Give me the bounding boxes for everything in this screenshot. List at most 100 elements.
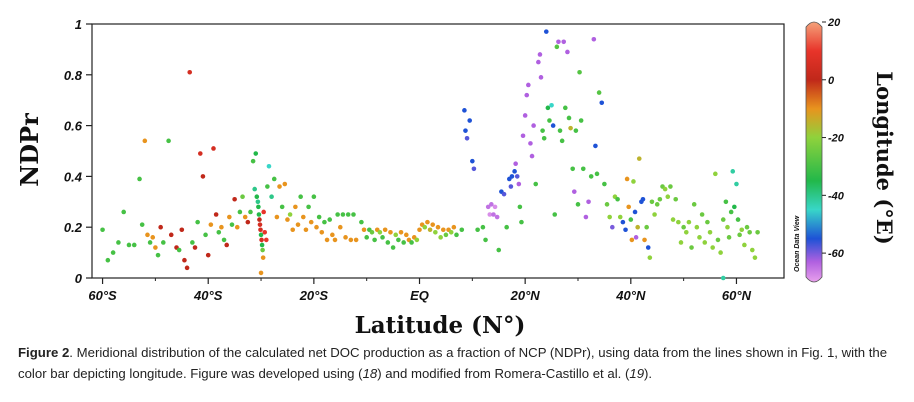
data-point bbox=[308, 219, 314, 225]
data-point bbox=[306, 204, 311, 210]
data-point bbox=[586, 199, 591, 205]
data-point bbox=[730, 169, 736, 174]
data-point bbox=[438, 235, 443, 240]
data-point bbox=[195, 219, 200, 225]
data-point bbox=[265, 184, 270, 189]
caption-end: ). bbox=[644, 366, 653, 381]
x-axis-title: Latitude (N°) bbox=[355, 312, 526, 339]
data-point bbox=[550, 123, 556, 128]
data-point bbox=[726, 235, 732, 240]
x-tick-label: 40°S bbox=[193, 288, 223, 303]
data-point bbox=[514, 174, 520, 179]
data-point bbox=[657, 196, 663, 202]
data-point bbox=[735, 217, 741, 222]
data-point bbox=[647, 255, 653, 260]
data-point bbox=[624, 176, 630, 182]
data-point bbox=[491, 212, 496, 217]
data-point bbox=[686, 219, 692, 225]
data-point bbox=[475, 227, 480, 233]
data-point bbox=[702, 240, 708, 245]
data-point bbox=[153, 245, 158, 250]
data-point bbox=[728, 209, 734, 215]
data-point bbox=[632, 209, 638, 215]
data-point bbox=[298, 194, 303, 200]
data-point bbox=[573, 128, 579, 133]
x-tick-label: EQ bbox=[410, 288, 429, 303]
y-tick-label: 1 bbox=[75, 17, 82, 32]
data-point bbox=[372, 237, 377, 243]
data-point bbox=[559, 138, 565, 144]
colorbar-tick-label: -60 bbox=[828, 248, 845, 260]
data-point bbox=[359, 219, 364, 225]
data-point bbox=[571, 189, 577, 194]
data-point bbox=[547, 118, 552, 123]
data-point bbox=[747, 229, 752, 235]
data-point bbox=[496, 247, 502, 253]
data-point bbox=[636, 156, 642, 161]
data-point bbox=[213, 212, 219, 217]
data-point bbox=[707, 229, 713, 235]
data-point bbox=[610, 224, 615, 230]
data-point bbox=[489, 202, 494, 207]
y-tick-label: 0.2 bbox=[64, 220, 83, 235]
data-point bbox=[274, 214, 280, 220]
data-point bbox=[179, 227, 185, 233]
data-point bbox=[617, 214, 623, 220]
data-point bbox=[227, 214, 232, 220]
chart: 00.20.40.60.81 60°S 40°S 20°S EQ 20°N 40°N 60°… bbox=[15, 17, 897, 339]
data-point bbox=[259, 242, 265, 248]
data-point bbox=[594, 171, 600, 177]
data-point bbox=[155, 252, 161, 258]
data-point bbox=[264, 237, 269, 243]
data-point bbox=[269, 194, 274, 200]
data-point bbox=[538, 75, 544, 80]
data-point bbox=[725, 224, 730, 230]
data-point bbox=[311, 194, 317, 200]
data-point bbox=[739, 227, 745, 233]
data-point bbox=[448, 229, 454, 235]
data-point bbox=[254, 194, 260, 200]
data-point bbox=[216, 229, 222, 235]
data-point bbox=[319, 229, 325, 235]
data-point bbox=[245, 219, 251, 225]
data-point bbox=[750, 247, 755, 253]
data-point bbox=[348, 237, 354, 243]
data-point bbox=[678, 240, 684, 245]
data-point bbox=[343, 235, 348, 240]
data-point bbox=[211, 146, 216, 151]
data-point bbox=[662, 186, 668, 192]
data-point bbox=[631, 179, 636, 184]
data-point bbox=[645, 245, 651, 250]
data-point bbox=[279, 204, 285, 210]
data-point bbox=[261, 209, 266, 215]
data-point bbox=[377, 229, 383, 235]
caption-ref-2: 19 bbox=[629, 366, 645, 381]
data-point bbox=[197, 151, 203, 156]
data-point bbox=[699, 212, 705, 217]
data-point bbox=[541, 136, 547, 141]
data-point bbox=[463, 128, 468, 133]
data-point bbox=[401, 240, 406, 245]
data-point bbox=[266, 163, 272, 169]
caption-text: . Meridional distribution of the calcula… bbox=[18, 345, 888, 381]
y-tick-label: 0.8 bbox=[64, 68, 83, 83]
data-point bbox=[259, 237, 264, 243]
data-point bbox=[694, 224, 700, 230]
data-point bbox=[668, 184, 673, 189]
data-point bbox=[697, 235, 702, 240]
data-point bbox=[327, 217, 333, 222]
data-point bbox=[577, 69, 582, 75]
x-tick-label: 20°N bbox=[510, 288, 541, 303]
data-point bbox=[422, 224, 428, 230]
data-point bbox=[332, 237, 338, 243]
data-point bbox=[565, 49, 570, 55]
data-point bbox=[430, 222, 436, 227]
data-point bbox=[361, 227, 367, 233]
data-point bbox=[258, 227, 263, 233]
data-point bbox=[147, 240, 153, 245]
data-point bbox=[105, 257, 111, 263]
data-point bbox=[242, 214, 248, 220]
data-point bbox=[451, 224, 457, 230]
data-point bbox=[351, 212, 356, 217]
data-point bbox=[256, 212, 262, 217]
